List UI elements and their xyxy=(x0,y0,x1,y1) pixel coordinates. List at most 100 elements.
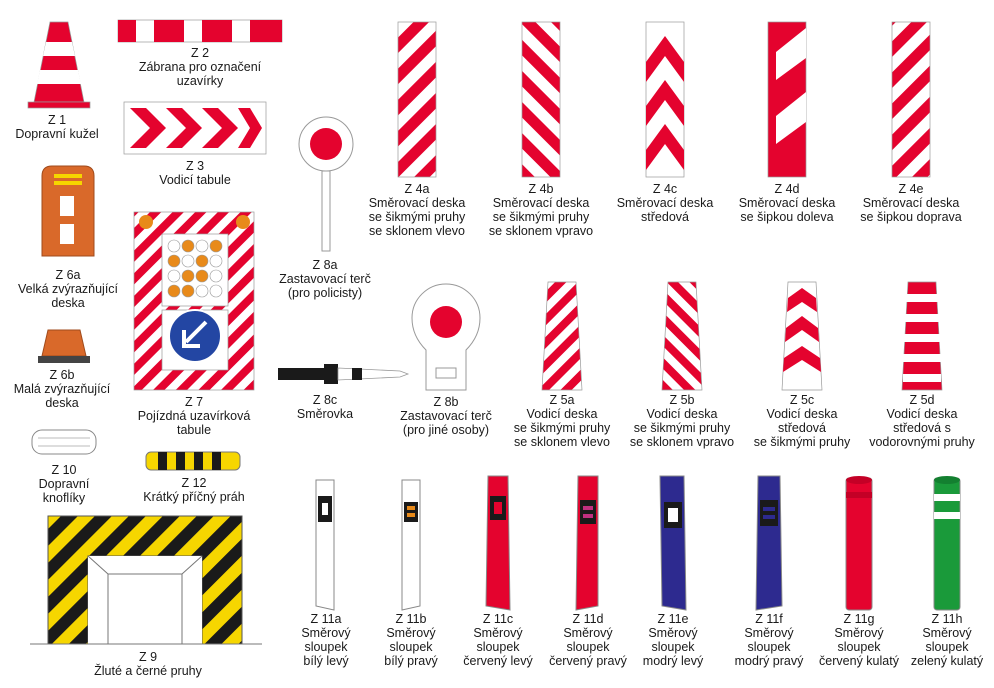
sign-label-line: Směrovací deska xyxy=(616,196,714,210)
sign-label-line: Pojízdná uzavírková xyxy=(137,409,251,423)
z7-lamp xyxy=(209,239,223,253)
sign-label-line: Dopravní kužel xyxy=(15,127,99,141)
caption-z11a: Z 11a Směrový sloupek bílý levý xyxy=(301,612,350,668)
z3-guide-board xyxy=(123,101,267,155)
z6a-large-board xyxy=(41,165,95,257)
z11g-post xyxy=(845,476,873,611)
sign-code: Z 11e xyxy=(657,612,689,626)
sign-label-line: Vodicí deska xyxy=(886,407,958,421)
sign-label-line: Směrový xyxy=(301,626,351,640)
caption-z11h: Z 11h Směrový sloupek zelený kulatý xyxy=(911,612,983,668)
sign-code: Z 11d xyxy=(572,612,604,626)
z7-mobile-closure-board xyxy=(133,211,255,391)
sign-code: Z 8c xyxy=(312,393,338,407)
sign-label-line: Vodicí deska xyxy=(766,407,838,421)
z7-lamp-grid xyxy=(167,239,223,298)
sign-label-line: Směrový xyxy=(386,626,436,640)
caption-z11b: Z 11b Směrový sloupek bílý pravý xyxy=(384,612,438,668)
sign-label-line: sloupek xyxy=(566,640,610,654)
z9-yellow-black-frame xyxy=(30,515,262,645)
sign-code: Z 2 xyxy=(190,46,210,60)
sign-label-line: středová s xyxy=(893,421,951,435)
sign-label-line: se šikmými pruhy xyxy=(753,435,851,449)
caption-z11c: Z 11c Směrový sloupek červený levý xyxy=(463,612,532,668)
sign-code: Z 11f xyxy=(755,612,783,626)
sign-label-line: se sklonem vpravo xyxy=(488,224,594,238)
sign-label-line: Směrový xyxy=(473,626,523,640)
z1-traffic-cone xyxy=(27,21,91,109)
caption-z5c: Z 5c Vodicí deska středová se šikmými pruhy xyxy=(754,393,851,449)
caption-z12: Z 12 Krátký příčný práh xyxy=(143,476,244,504)
sign-label-line: sloupek xyxy=(837,640,881,654)
z5d-board xyxy=(901,281,943,391)
caption-z5b: Z 5b Vodicí deska se šikmými pruhy se sklon… xyxy=(630,393,734,449)
caption-z5a: Z 5a Vodicí deska se šikmými pruhy se sklon… xyxy=(514,393,611,449)
sign-label-line: Směrovací deska xyxy=(862,196,960,210)
caption-z4d: Z 4d Směrovací deska se šipkou doleva xyxy=(739,182,836,224)
sign-label-line: se šikmými pruhy xyxy=(633,421,731,435)
z4b-board xyxy=(521,21,561,178)
z10-road-studs xyxy=(31,429,97,455)
caption-z5d: Z 5d Vodicí deska středová s vodorovnými pr… xyxy=(869,393,975,449)
sign-label-line: červený pravý xyxy=(549,654,627,668)
sign-label-line: deska xyxy=(51,296,85,310)
z7-lamp xyxy=(195,269,209,283)
z11c-post xyxy=(485,475,511,611)
caption-z4b: Z 4b Směrovací deska se šikmými pruhy se sk… xyxy=(489,182,593,238)
sign-code: Z 4c xyxy=(652,182,678,196)
sign-code: Z 11g xyxy=(843,612,875,626)
sign-code: Z 8a xyxy=(312,258,338,272)
caption-z8b: Z 8b Zastavovací terč (pro jiné osoby) xyxy=(400,395,492,437)
z8b-stop-disc xyxy=(411,283,481,391)
sign-code: Z 6a xyxy=(55,268,81,282)
caption-z3: Z 3 Vodicí tabule xyxy=(159,159,231,187)
z11h-post xyxy=(933,476,961,611)
z12-speed-bump xyxy=(145,451,241,471)
sign-label-line: Žluté a černé pruhy xyxy=(94,664,202,678)
z7-lamp xyxy=(167,269,181,283)
sign-label-line: se sklonem vpravo xyxy=(629,435,735,449)
sign-label-line: zelený kulatý xyxy=(910,654,984,668)
sign-code: Z 7 xyxy=(184,395,204,409)
sign-code: Z 11a xyxy=(310,612,342,626)
sign-label-line: knoflíky xyxy=(42,491,86,505)
sign-code: Z 4a xyxy=(404,182,430,196)
sign-label-line: se šikmými pruhy xyxy=(492,210,590,224)
z11d-post xyxy=(575,475,599,611)
z11e-post xyxy=(659,475,687,611)
caption-z10: Z 10 Dopravní knoflíky xyxy=(39,463,90,505)
sign-code: Z 8b xyxy=(433,395,459,409)
sign-code: Z 12 xyxy=(181,476,207,490)
z5a-board xyxy=(541,281,583,391)
sign-code: Z 11h xyxy=(931,612,963,626)
sign-label-line: Směrovací deska xyxy=(368,196,466,210)
sign-label-line: se sklonem vlevo xyxy=(514,435,610,449)
z7-lamp xyxy=(209,284,223,298)
caption-z4c: Z 4c Směrovací deska středová xyxy=(617,182,714,224)
caption-z9: Z 9 Žluté a černé pruhy xyxy=(94,650,202,678)
z8c-baton xyxy=(278,364,410,384)
z6b-small-board xyxy=(38,329,90,363)
sign-label-line: tabule xyxy=(176,423,212,437)
sign-label-line: se sklonem vlevo xyxy=(369,224,465,238)
caption-z4a: Z 4a Směrovací deska se šikmými pruhy se sk… xyxy=(369,182,466,238)
sign-label-line: Krátký příčný práh xyxy=(143,490,245,504)
z4a-board xyxy=(397,21,437,178)
sign-label-line: (pro jiné osoby) xyxy=(402,423,490,437)
sign-label-line: sloupek xyxy=(747,640,791,654)
z7-lamp xyxy=(195,284,209,298)
z7-lamp xyxy=(167,254,181,268)
caption-z8c: Z 8c Směrovka xyxy=(297,393,353,421)
caption-z11f: Z 11f Směrový sloupek modrý pravý xyxy=(735,612,804,668)
sign-label-line: Směrový xyxy=(744,626,794,640)
sign-label-line: se šikmými pruhy xyxy=(368,210,466,224)
caption-z11g: Z 11g Směrový sloupek červený kulatý xyxy=(819,612,899,668)
caption-z7: Z 7 Pojízdná uzavírková tabule xyxy=(138,395,251,437)
sign-label-line: sloupek xyxy=(389,640,433,654)
z7-lamp xyxy=(181,284,195,298)
sign-label-line: Vodicí deska xyxy=(526,407,598,421)
sign-label-line: Směrový xyxy=(563,626,613,640)
sign-label-line: Směrový xyxy=(834,626,884,640)
sign-label-line: se šipkou doprava xyxy=(860,210,962,224)
